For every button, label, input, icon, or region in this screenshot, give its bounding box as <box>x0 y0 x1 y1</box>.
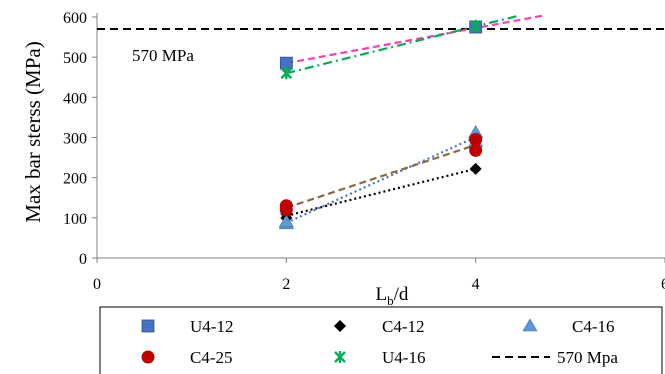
trendlines <box>286 16 542 223</box>
y-axis-label: Max bar sterss (MPa) <box>21 41 45 222</box>
y-tick-label: 0 <box>79 251 87 268</box>
legend-item-u4-12: U4-12 <box>142 317 233 336</box>
legend-symbol <box>142 320 154 332</box>
legend-label: C4-12 <box>382 317 425 336</box>
legend-item-c4-16: C4-16 <box>523 317 615 336</box>
legend-symbol <box>142 351 155 364</box>
y-tick-label: 500 <box>63 50 87 67</box>
legend-symbol <box>334 320 346 332</box>
y-tick-label: 200 <box>63 171 87 188</box>
y-tick-label: 400 <box>63 90 87 107</box>
x-axis-label-main: L <box>376 284 388 305</box>
point-c4-25 <box>280 203 293 216</box>
legend-item-u4-16: U4-16 <box>335 348 425 367</box>
legend-label: 570 Mpa <box>557 348 618 367</box>
legend-label: U4-16 <box>382 348 425 367</box>
legend-item-570-mpa: 570 Mpa <box>492 348 618 367</box>
x-tick-label: 6 <box>661 276 665 293</box>
legend-label: U4-12 <box>190 317 233 336</box>
y-tick-label: 300 <box>63 131 87 148</box>
point-c4-25 <box>469 144 482 157</box>
x-axis-label-tail: /d <box>394 284 409 305</box>
legend: U4-12 C4-12 C4-16 C4-25 U4-16 570 Mpa <box>100 307 662 374</box>
x-axis-label: Lb/d <box>376 284 409 308</box>
x-tick-label: 4 <box>472 276 480 293</box>
legend-symbol <box>523 319 537 331</box>
trendline-c4-16 <box>286 137 475 223</box>
trendline-u4-16 <box>286 16 518 73</box>
legend-symbol <box>335 351 345 363</box>
annotation-570: 570 MPa <box>132 46 194 65</box>
y-tick-label: 100 <box>63 211 87 228</box>
trendline-u4-12 <box>286 16 542 63</box>
y-tick-label: 600 <box>63 10 87 27</box>
x-tick-label: 0 <box>93 276 101 293</box>
data-points <box>279 20 482 229</box>
x-tick-label: 2 <box>282 276 290 293</box>
legend-label: C4-16 <box>572 317 615 336</box>
legend-label: C4-25 <box>190 348 233 367</box>
legend-item-c4-25: C4-25 <box>142 348 233 367</box>
point-c4-12 <box>470 163 482 175</box>
legend-item-c4-12: C4-12 <box>334 317 425 336</box>
